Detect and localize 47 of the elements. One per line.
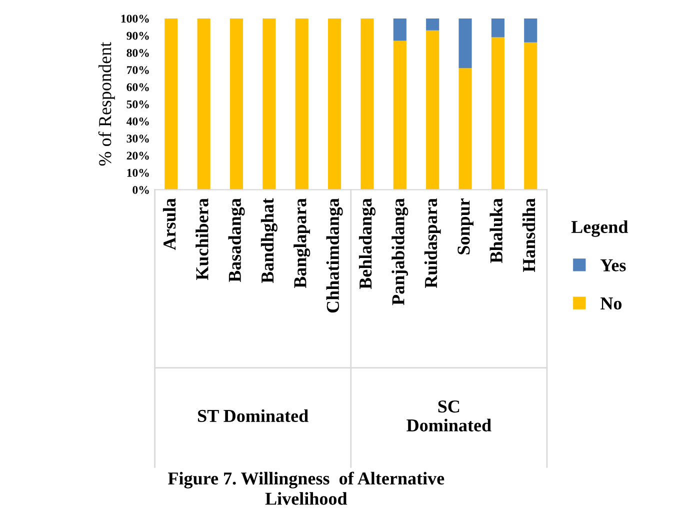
bar: [197, 18, 210, 190]
bar: [360, 18, 374, 190]
bar: [426, 18, 440, 30]
bar: [524, 42, 538, 190]
y-tick-label: 20%: [126, 152, 149, 160]
x-tick-label: Banglapara: [294, 198, 310, 288]
y-tick-label: 100%: [121, 14, 149, 23]
x-tick-label: Sonpur: [458, 198, 474, 254]
y-tick-label: 10%: [127, 168, 149, 177]
y-axis-title: % of Respondent: [98, 42, 115, 166]
legend-label: No: [600, 298, 622, 310]
bar: [426, 30, 440, 190]
bar: [295, 18, 308, 190]
x-tick-label: Kuchibera: [196, 198, 208, 280]
y-tick-label: 40%: [126, 117, 149, 126]
y-tick-label: 50%: [126, 100, 149, 108]
x-tick-label: Bhaluka: [490, 198, 502, 263]
y-tick-label: 70%: [127, 66, 149, 74]
bar: [393, 40, 406, 190]
text: ST Dominated: [198, 409, 308, 422]
y-tick-label: 60%: [126, 83, 149, 92]
x-tick-label: Basadanga: [228, 198, 245, 282]
x-tick-label: Bandhghat: [260, 198, 278, 284]
x-tick-label: Chhatimdanga: [326, 198, 343, 313]
bar: [328, 18, 342, 190]
x-tick-label: Panjabidanga: [392, 198, 408, 306]
y-tick-label: 30%: [126, 134, 149, 143]
bar: [230, 18, 244, 190]
x-tick-label: Behladanga: [358, 198, 376, 290]
text: Figure 7. Willingness of Alternative Livelihood: [168, 472, 444, 505]
bar: [458, 18, 472, 68]
bar: [262, 18, 276, 190]
text: SC Dominated: [406, 400, 492, 432]
bar: [164, 18, 178, 190]
y-tick-label: 90%: [126, 32, 149, 40]
x-tick-label: Hansdiha: [522, 198, 536, 272]
bar: [458, 68, 472, 190]
x-tick-label: Arsula: [162, 198, 176, 250]
bar: [393, 18, 406, 41]
y-tick-label: 0%: [132, 186, 149, 194]
y-tick-label: 80%: [126, 48, 149, 57]
bar: [491, 18, 504, 38]
legend-title: Legend: [571, 220, 628, 237]
x-tick-label: Ruidaspara: [424, 198, 441, 288]
bar: [524, 18, 538, 42]
legend-label: Yes: [600, 259, 626, 272]
bar: [491, 37, 504, 190]
